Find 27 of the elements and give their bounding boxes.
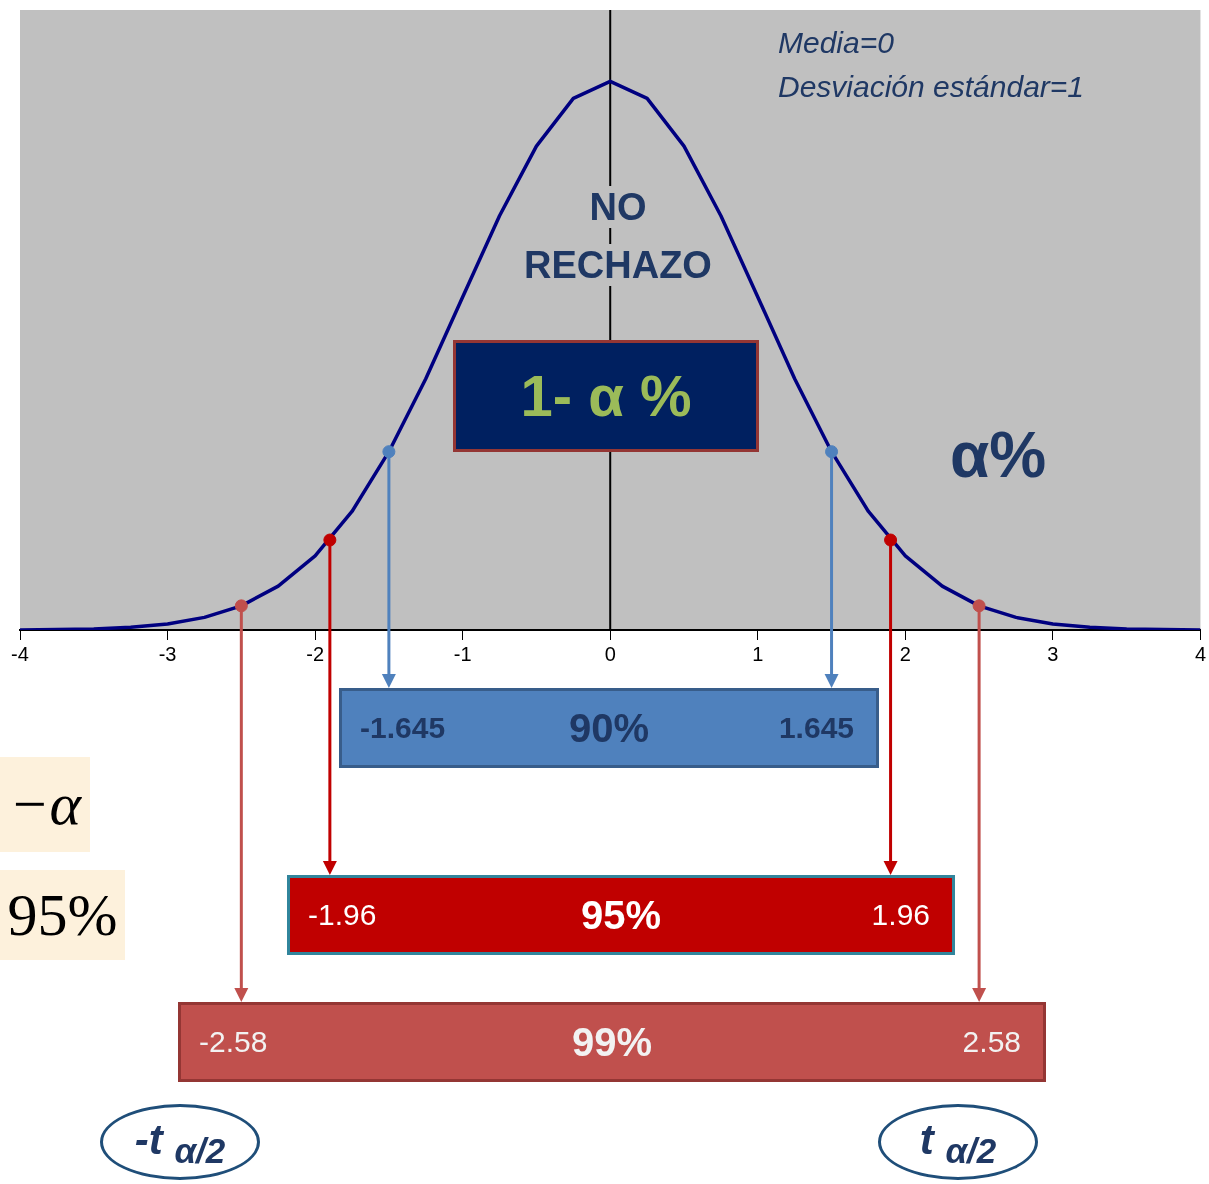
annotation: 1- α %	[453, 340, 759, 452]
x-tick-label: -3	[158, 642, 177, 665]
x-tick-label: 3	[1047, 642, 1059, 665]
text: −α	[0, 757, 90, 852]
x-tick-label: 2	[899, 642, 911, 665]
annotation: NO RECHAZO	[524, 186, 712, 286]
annotation: α%	[950, 418, 1047, 492]
x-tick-label: -1	[453, 642, 472, 665]
x-tick-label: -2	[306, 642, 325, 665]
text: 2.58	[962, 1025, 1021, 1059]
text: -1.96	[308, 898, 377, 932]
text: -2.58	[199, 1025, 268, 1059]
text: -1.645	[360, 711, 446, 745]
text: -t $_{α/2}$	[100, 1104, 260, 1180]
text: 90%	[568, 705, 650, 751]
text: t $_{α/2}$	[878, 1104, 1038, 1180]
text: Media=0	[778, 26, 894, 60]
text: 1.645	[778, 711, 854, 745]
text: 99%	[571, 1019, 653, 1065]
x-tick-label: -4	[11, 642, 29, 665]
text: 95%	[0, 870, 125, 960]
text: 95%	[580, 892, 662, 938]
annotation: Desviación estándar=1	[778, 70, 1085, 104]
text: 1.96	[871, 898, 930, 932]
x-tick-label: 0	[604, 642, 616, 665]
x-tick-label: 1	[752, 642, 764, 665]
x-tick-label: 4	[1194, 642, 1206, 665]
